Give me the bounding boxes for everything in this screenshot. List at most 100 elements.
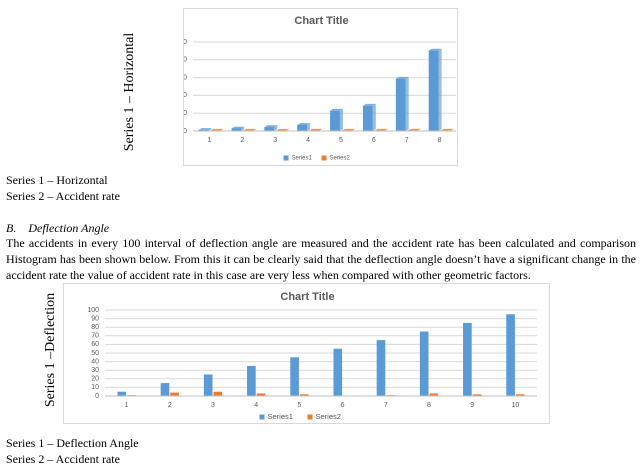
y-tick-label: 80 — [91, 324, 99, 331]
x-tick-label: 3 — [211, 402, 215, 409]
legend-label: Series2 — [330, 156, 351, 162]
bar — [299, 394, 309, 396]
caption: Series 1 – Deflection Angle — [6, 436, 139, 450]
bar — [117, 391, 127, 396]
bar — [203, 374, 213, 396]
caption: Series 2 – Accident rate — [6, 452, 120, 466]
axis-label-box: Series 1 – Horizontal — [122, 33, 137, 152]
bar — [472, 394, 482, 396]
bar-top — [276, 128, 290, 131]
bar — [231, 128, 242, 131]
y-tick-label: 40 — [91, 358, 99, 365]
bar-top — [231, 126, 245, 129]
bar — [264, 127, 275, 131]
bar-top — [198, 128, 212, 130]
bar-side — [417, 128, 421, 131]
x-tick-label: 2 — [168, 402, 172, 409]
y-tick-label: 100 — [87, 307, 99, 314]
bar-side — [351, 128, 355, 131]
x-tick-label: 7 — [384, 402, 388, 409]
y-tick-label: 50 — [91, 350, 99, 357]
chart-title: Chart Title — [294, 15, 348, 27]
legend-swatch — [259, 414, 265, 420]
bar — [428, 50, 439, 131]
bar-side — [253, 128, 257, 131]
axis-label-box: Series 1 –Deflection — [43, 293, 58, 407]
bar — [198, 129, 209, 131]
y-tick-label: 20 — [91, 376, 99, 383]
bar — [213, 391, 223, 396]
x-tick-label: 8 — [438, 137, 442, 144]
x-tick-label: 3 — [273, 137, 277, 144]
y-tick-label: 70 — [91, 333, 99, 340]
legend-swatch — [321, 155, 327, 161]
bar-side — [220, 128, 224, 131]
bar-top — [428, 48, 442, 51]
bar-side — [438, 48, 442, 131]
bar — [506, 314, 515, 396]
bar — [170, 392, 179, 396]
bar-top — [374, 128, 388, 131]
chart: Chart Title 0 500 1000 1500 2000 2500 1 2 3 4 5 6 7 8 S… — [183, 8, 458, 166]
y-tick-label: 2000 — [183, 57, 187, 64]
bar — [362, 105, 373, 131]
y-tick-label: 2500 — [183, 39, 187, 46]
x-tick-label: 10 — [512, 402, 520, 409]
legend-swatch — [307, 414, 313, 420]
bar-top — [210, 128, 224, 131]
axis-label: Series 1 – Horizontal — [122, 33, 137, 152]
bar-side — [208, 128, 212, 131]
bar — [376, 340, 386, 396]
bar — [160, 383, 170, 396]
x-tick-label: 4 — [306, 137, 310, 144]
bar — [515, 394, 525, 396]
y-tick-label: 1500 — [183, 74, 187, 81]
bar-top — [362, 103, 376, 106]
legend-label: Series1 — [292, 156, 313, 162]
caption: Series 2 – Accident rate — [6, 189, 120, 203]
bar-top — [407, 128, 421, 131]
y-tick-label: 10 — [91, 384, 99, 391]
section-number: B. — [6, 221, 17, 235]
bar-top — [297, 123, 311, 125]
bar — [297, 124, 308, 131]
bar-top — [309, 128, 322, 131]
bar-side — [286, 128, 290, 131]
bar-top — [264, 125, 278, 128]
paragraph: The accidents in every 100 interval of d… — [6, 236, 636, 282]
x-tick-label: 4 — [254, 402, 258, 409]
x-tick-label: 7 — [405, 137, 409, 144]
bar — [330, 110, 340, 131]
legend-label: Series1 — [268, 412, 293, 421]
x-tick-label: 9 — [470, 402, 474, 409]
y-tick-label: 500 — [183, 110, 187, 117]
bar-side — [384, 128, 388, 131]
x-tick-label: 5 — [339, 137, 343, 144]
y-tick-label: 30 — [91, 367, 99, 374]
y-tick-label: 0 — [183, 128, 187, 135]
bar-side — [339, 108, 343, 131]
bar-top — [440, 128, 454, 131]
x-tick-label: 5 — [297, 402, 301, 409]
chart-title: Chart Title — [280, 291, 334, 303]
y-tick-label: 60 — [91, 341, 99, 348]
bar-top — [243, 128, 257, 131]
x-tick-label: 6 — [341, 402, 345, 409]
x-tick-label: 6 — [372, 137, 376, 144]
bar — [463, 322, 472, 396]
x-tick-label: 1 — [207, 137, 211, 144]
section-title: Deflection Angle — [28, 221, 110, 235]
bar-side — [405, 76, 409, 131]
legend-label: Series2 — [316, 412, 341, 421]
bar — [395, 78, 406, 131]
bar — [247, 365, 256, 396]
bar-side — [372, 103, 376, 131]
axis-label: Series 1 –Deflection — [43, 293, 58, 407]
bar — [290, 357, 299, 396]
bar-side — [274, 125, 278, 131]
x-tick-label: 1 — [125, 402, 129, 409]
x-tick-label: 8 — [427, 402, 431, 409]
bar — [429, 393, 439, 396]
